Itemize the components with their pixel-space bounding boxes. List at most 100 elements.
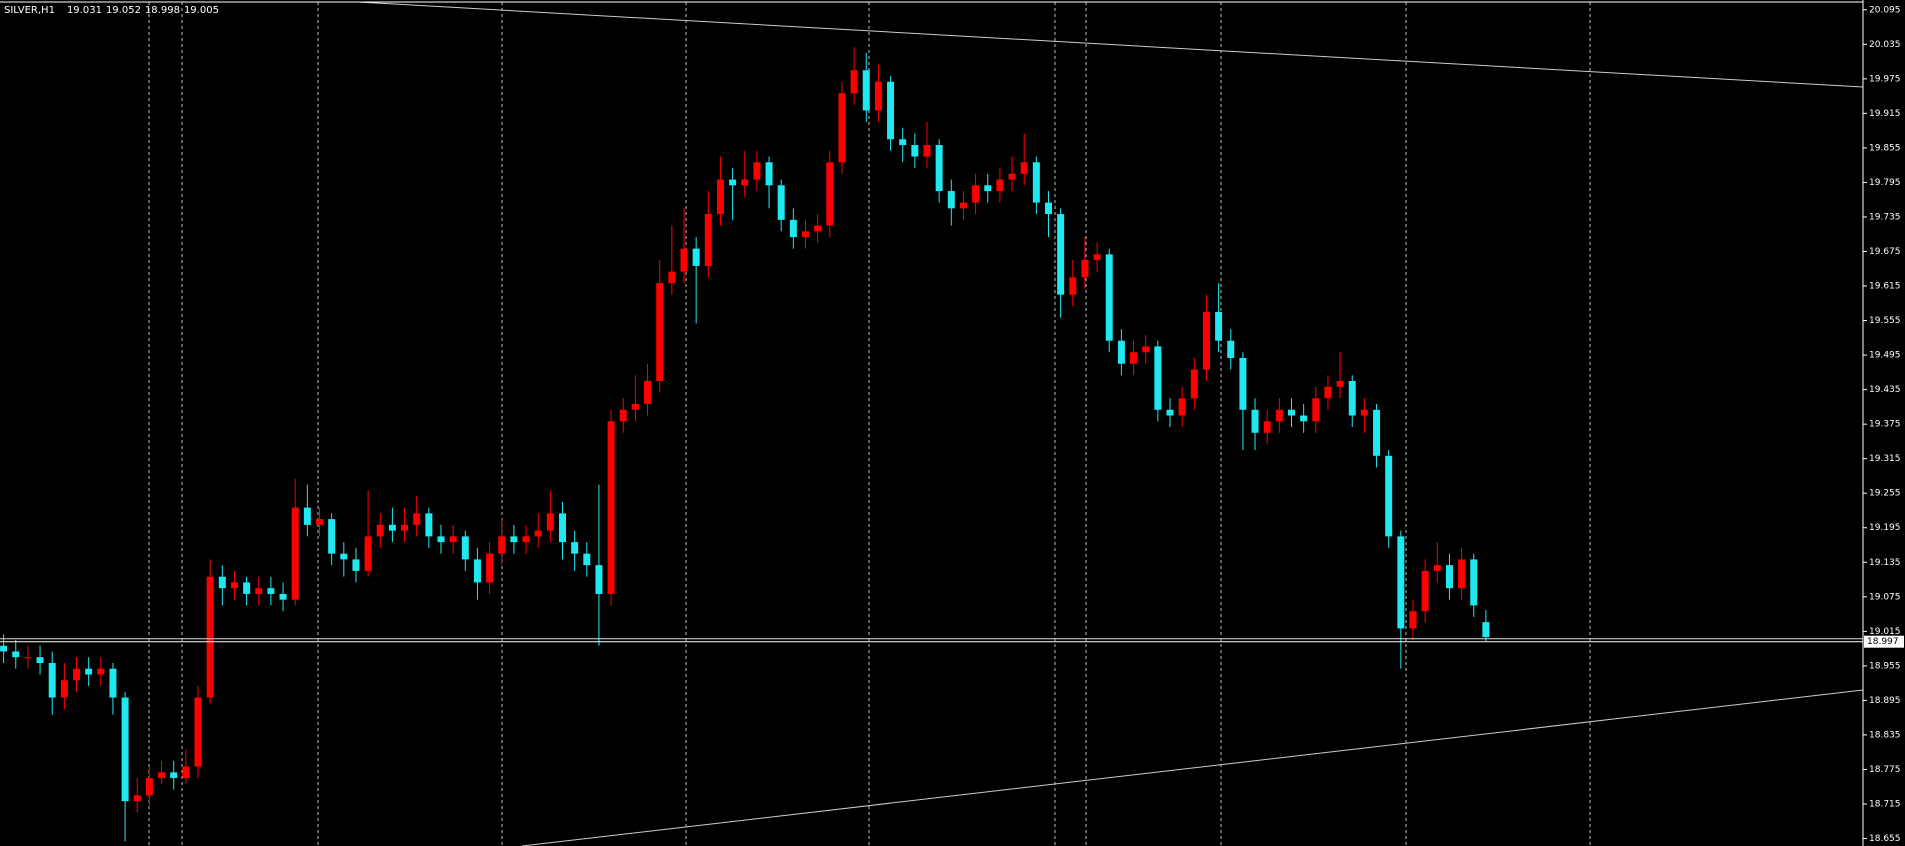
candle-body [984, 185, 992, 192]
candle-body [243, 582, 251, 594]
candle-body [911, 145, 919, 157]
candle-body [1445, 565, 1453, 589]
candle-body [1202, 311, 1210, 370]
candle-body [1312, 398, 1320, 422]
current-price-box [1864, 635, 1904, 648]
header-high: 19.052 [106, 5, 141, 16]
y-tick-label: 19.615 [1869, 282, 1901, 292]
candle-body [85, 668, 93, 675]
candle-body [1300, 415, 1308, 422]
candle-body [1081, 260, 1089, 278]
symbol: SILVER,H1 [4, 5, 55, 16]
header-close: 19.005 [184, 5, 219, 16]
candle-body [1215, 311, 1223, 341]
candle-body [899, 139, 907, 146]
candle-body [1482, 622, 1490, 638]
candle-body [413, 513, 421, 525]
candle-body [1190, 369, 1198, 399]
candle-body [874, 81, 882, 111]
candle-body [935, 145, 943, 192]
candle-body [255, 588, 263, 594]
candle-body [1385, 455, 1393, 537]
candle-body [182, 766, 190, 779]
candle-body [534, 530, 542, 537]
candle-body [316, 519, 323, 525]
y-tick-label: 20.095 [1869, 5, 1901, 15]
candle-body [1008, 173, 1016, 180]
candle-body [583, 553, 591, 566]
candle-body [631, 404, 639, 410]
candle-body [279, 593, 287, 600]
candle-body [996, 179, 1004, 192]
candle-body [1348, 380, 1356, 416]
candle-body [340, 553, 348, 560]
y-tick-label: 19.555 [1869, 316, 1901, 326]
candle-body [595, 565, 603, 594]
candle-body [656, 283, 664, 381]
candle-body [619, 409, 627, 422]
candle-body [1093, 254, 1101, 261]
candle-body [947, 191, 955, 209]
candle-body [230, 582, 238, 589]
candle-body [765, 162, 773, 186]
y-tick-label: 19.495 [1869, 351, 1901, 361]
candle-body [704, 214, 712, 266]
candle-body [364, 536, 372, 571]
candle-body [607, 421, 615, 594]
period-separators [148, 2, 1591, 846]
y-tick-label: 19.015 [1869, 627, 1901, 637]
y-tick-label: 18.955 [1869, 661, 1901, 671]
candle-body [1032, 162, 1040, 203]
candle-body [546, 513, 554, 531]
header-open: 19.031 [67, 5, 102, 16]
candle-body [571, 542, 579, 554]
candle-body [109, 668, 117, 698]
candle-body [291, 507, 299, 600]
candle-body [1178, 398, 1186, 416]
candle-body [923, 145, 931, 157]
candle-body [376, 524, 384, 537]
candle-body [1227, 340, 1235, 358]
trend-line [521, 689, 1864, 846]
candle-body [1239, 357, 1247, 410]
candle-body [12, 651, 20, 658]
candle-body [1421, 570, 1429, 612]
candle-body [1142, 346, 1150, 353]
trend-line [357, 1, 1864, 88]
candle-body [449, 536, 457, 543]
y-tick-label: 18.775 [1869, 765, 1901, 775]
y-tick-label: 19.135 [1869, 558, 1901, 568]
candle-body [826, 162, 834, 226]
candle-body [206, 576, 214, 698]
candle-body [1433, 565, 1441, 571]
candle-body [1373, 409, 1381, 456]
candle-body [716, 179, 724, 215]
candle-body [692, 248, 700, 266]
candle-body [388, 524, 396, 531]
candle-body [1409, 611, 1417, 629]
candle-body [1117, 340, 1125, 364]
candle-body [1045, 202, 1052, 215]
candle-body [48, 662, 56, 698]
current-price-label: 18.997 [1867, 637, 1899, 647]
y-tick-label: 18.895 [1869, 696, 1901, 706]
candle-body [777, 185, 785, 220]
y-tick-label: 18.655 [1869, 834, 1901, 844]
candle-body [1336, 380, 1344, 387]
y-tick-label: 19.975 [1869, 74, 1901, 84]
candle-body [0, 645, 8, 652]
candle-body [1251, 409, 1259, 433]
candle-body [218, 576, 226, 589]
candle-body [473, 559, 481, 583]
candle-body [972, 185, 980, 203]
candle-body [522, 536, 530, 543]
candle-body [1069, 277, 1077, 295]
y-tick-label: 18.715 [1869, 799, 1901, 809]
candle-body [668, 271, 676, 284]
candle-body [753, 162, 761, 180]
candle-body [741, 179, 749, 186]
candle-body [1154, 346, 1162, 410]
